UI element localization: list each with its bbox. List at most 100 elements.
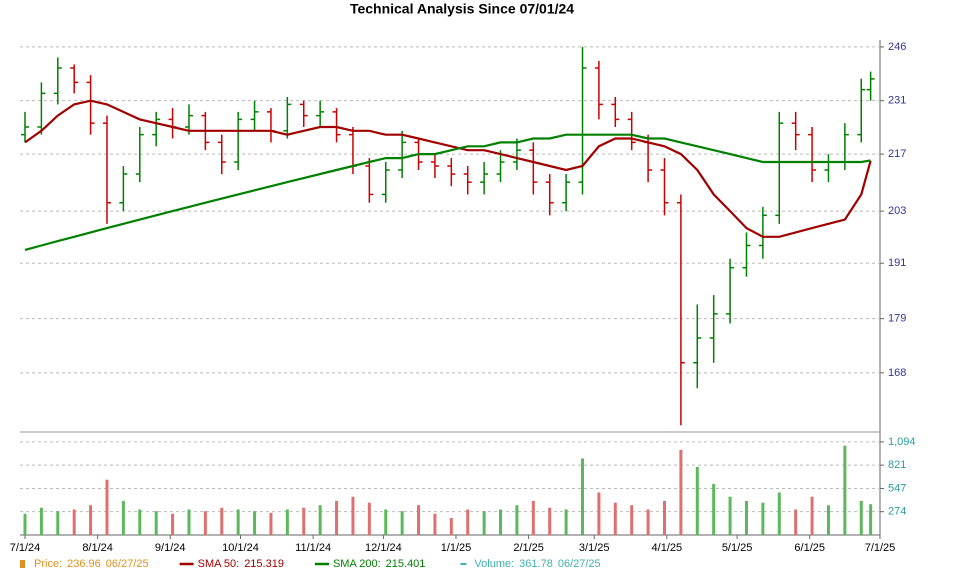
legend-label: Price: [34,558,62,570]
legend-date: 06/27/25 [106,558,149,570]
volume-bar [499,509,503,535]
volume-bar [695,466,699,535]
x-tick-label: 2/1/25 [513,542,544,554]
ohlc-bar [135,126,144,183]
volume-bar [646,509,650,535]
ohlc-bar [463,166,472,195]
volume-bar [449,517,453,535]
volume-bar [351,496,355,535]
volume-bar [335,500,339,535]
ohlc-bar [283,96,292,139]
volume-bar [285,509,289,535]
x-tick-label: 11/1/24 [295,542,331,554]
y-tick-label: 168 [888,367,906,379]
ohlc-bar [250,100,259,131]
ohlc-bar [611,96,620,127]
volume-bar [302,507,306,535]
ohlc-bar [562,174,571,212]
volume-bar [761,502,765,535]
ohlc-bar [152,111,161,147]
chart-title: Technical Analysis Since 07/01/24 [350,1,574,17]
ohlc-bar [398,130,407,179]
legend-label: Volume: [474,558,514,570]
y-tick-label: 203 [888,205,906,217]
ohlc-bar [266,108,275,143]
volume-bar [105,479,109,535]
ohlc-bar [430,154,439,179]
ohlc-bar [70,64,79,94]
volume-bar [121,500,125,535]
legend-value: 361.78 [519,558,553,570]
volume-bar [564,509,568,535]
ohlc-bar [742,232,751,277]
x-tick-label: 7/1/25 [865,542,896,554]
volume-bar [400,511,404,535]
ohlc-bar [758,206,767,259]
y-tick-label: 547 [888,482,906,494]
volume-bar [187,509,191,535]
volume-bar [253,511,257,535]
ohlc-bar [480,162,489,195]
volume-bar [171,513,175,535]
volume-bar [744,500,748,535]
volume-bar [39,507,43,535]
x-tick-label: 3/1/25 [579,542,610,554]
legend-value: 215.401 [386,558,426,570]
legend-value: 215.319 [244,558,284,570]
volume-bar [269,512,273,535]
ohlc-bar [808,126,817,183]
ohlc-bar [775,111,784,224]
x-tick-label: 6/1/25 [794,542,825,554]
volume-bar [826,505,830,535]
volume-bar [728,496,732,535]
volume-bar [220,507,224,535]
legend-label: SMA 200: [333,558,381,570]
ohlc-bar [857,78,866,143]
y-tick-label: 274 [888,506,906,518]
ohlc-bar [726,258,735,324]
y-tick-label: 821 [888,459,906,471]
volume-bar [56,511,60,535]
volume-bar [89,505,93,535]
volume-bar [548,507,552,535]
volume-bar [581,458,585,535]
ohlc-bar [119,166,128,212]
volume-bar [466,509,470,535]
volume-bar [597,492,601,535]
ohlc-bar [627,111,636,151]
ohlc-bar [709,295,718,363]
ohlc-bar [316,100,325,127]
volume-bar [662,500,666,535]
volume-bar [679,449,683,535]
volume-bar [417,505,421,535]
volume-bar [531,500,535,535]
ohlc-bar [332,108,341,143]
ohlc-bar [53,57,62,105]
volume-bar [23,513,27,535]
volume-bar [236,509,240,535]
volume-bar [613,502,617,535]
ohlc-bar [217,134,226,175]
ohlc-bar [824,154,833,183]
volume-bar [138,509,142,535]
sma-line [24,99,872,238]
volume-bar [712,483,716,535]
volume-bar [433,513,437,535]
x-tick-label: 8/1/24 [82,542,113,554]
ohlc-bar [234,111,243,171]
legend-date: 06/27/25 [558,558,601,570]
y-tick-label: 179 [888,313,906,325]
ohlc-bar [791,111,800,151]
x-tick-label: 4/1/25 [652,542,683,554]
ohlc-bar [21,111,29,143]
y-tick-label: 191 [888,257,906,269]
ohlc-bar [496,150,505,183]
ohlc-bar [594,60,603,120]
volume-bar [384,509,388,535]
volume-bar [810,496,814,535]
legend-value: 236.96 [67,558,101,570]
ohlc-bar [86,75,95,135]
ohlc-bar [660,158,669,216]
sma-line [24,133,871,251]
